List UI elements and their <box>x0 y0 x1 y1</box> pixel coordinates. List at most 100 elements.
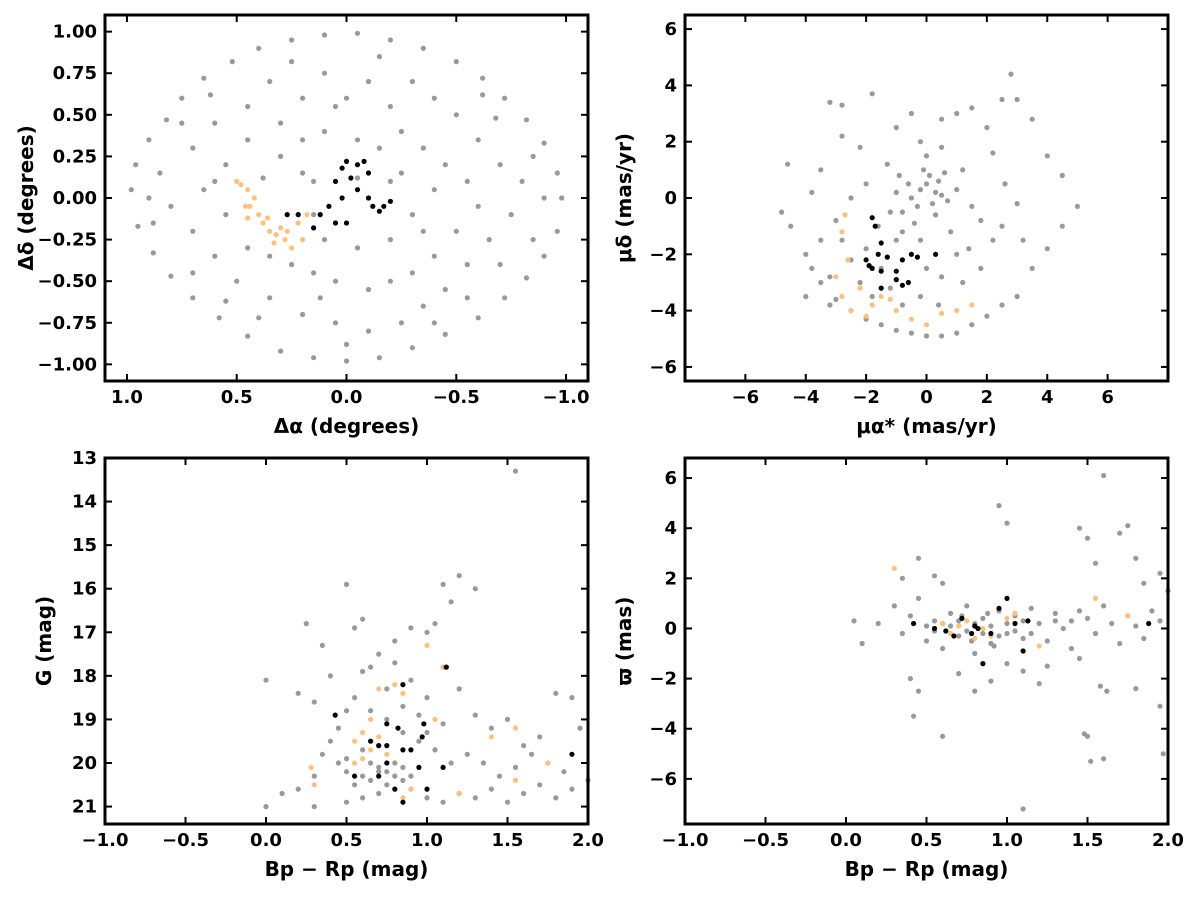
data-point <box>1029 265 1035 271</box>
data-point <box>245 333 251 339</box>
data-point <box>279 790 285 797</box>
data-point <box>991 643 997 649</box>
data-point <box>376 773 382 779</box>
data-point <box>398 320 404 326</box>
data-point <box>376 145 382 151</box>
data-point <box>308 764 314 771</box>
data-point <box>354 30 361 36</box>
data-point <box>384 760 390 766</box>
data-point <box>365 170 372 176</box>
data-point <box>223 212 229 218</box>
y-tick-label: 2 <box>664 132 677 153</box>
data-point <box>319 642 325 649</box>
data-point <box>420 303 426 309</box>
data-point <box>245 245 251 251</box>
data-point <box>133 162 139 168</box>
data-point <box>908 110 915 117</box>
series-1 <box>833 212 975 328</box>
data-point <box>168 203 174 209</box>
data-point <box>931 573 938 579</box>
data-point <box>400 795 406 801</box>
data-point <box>869 293 875 300</box>
data-point <box>1092 595 1099 602</box>
data-point <box>289 245 295 251</box>
x-axis-label: Bp − Rp (mag) <box>845 857 1009 881</box>
data-point <box>996 605 1002 612</box>
data-point <box>352 738 358 744</box>
data-point <box>352 773 358 779</box>
y-tick-label: 0.75 <box>53 63 97 84</box>
data-point <box>321 70 328 76</box>
x-tick-label: 0.5 <box>911 830 943 851</box>
data-point <box>956 623 962 629</box>
y-tick-label: −2 <box>649 669 677 690</box>
data-point <box>1002 181 1008 187</box>
data-point <box>368 716 374 723</box>
data-point <box>1052 610 1058 617</box>
data-point <box>999 96 1005 103</box>
data-point <box>1025 618 1031 624</box>
data-point <box>964 628 970 634</box>
data-point <box>521 790 527 797</box>
data-point <box>969 203 975 209</box>
data-point <box>190 270 196 276</box>
data-point <box>475 137 481 143</box>
data-point <box>392 682 398 688</box>
y-tick-label: 1.00 <box>53 22 97 43</box>
data-point <box>420 228 426 234</box>
data-point <box>365 328 372 334</box>
data-point <box>327 673 333 679</box>
data-point <box>1117 640 1123 647</box>
data-point <box>245 137 251 143</box>
data-point <box>785 161 791 167</box>
data-point <box>917 139 924 145</box>
data-point <box>827 274 833 280</box>
data-point <box>984 313 990 319</box>
data-point <box>424 795 430 801</box>
data-point <box>464 178 470 184</box>
data-point <box>996 503 1002 509</box>
x-tick-label: 1.5 <box>1072 830 1104 851</box>
data-point <box>440 721 446 727</box>
data-point <box>146 195 152 201</box>
data-point <box>354 187 361 193</box>
data-point <box>190 228 196 234</box>
data-point <box>923 265 930 271</box>
data-point <box>1104 688 1110 694</box>
data-point <box>917 237 924 243</box>
x-axis-label: μα* (mas/yr) <box>856 414 997 438</box>
data-point <box>1088 758 1094 764</box>
data-point <box>321 237 328 243</box>
data-point <box>360 756 366 762</box>
data-point <box>408 625 414 631</box>
x-tick-label: 2.0 <box>1152 830 1184 851</box>
data-point <box>267 295 273 301</box>
data-point <box>284 228 290 234</box>
panel-pm: −6 −4 −2 0 2 4 6 −6 −4 −2 0 2 4 6 μα* (mas/yr) μδ (mas/… <box>612 13 1170 438</box>
data-point <box>972 635 978 642</box>
data-point <box>502 295 508 301</box>
data-point <box>311 270 317 276</box>
y-tick-label: −1.00 <box>38 354 98 375</box>
data-point <box>923 333 930 339</box>
data-point <box>1020 618 1026 624</box>
data-point <box>891 565 897 571</box>
data-point <box>398 128 404 135</box>
data-point <box>845 257 851 263</box>
data-point <box>899 209 906 215</box>
y-tick-label: −4 <box>649 719 677 740</box>
data-point <box>923 181 930 187</box>
data-point <box>408 786 414 792</box>
data-point <box>561 769 567 775</box>
data-point <box>905 181 912 187</box>
data-point <box>920 167 927 173</box>
y-tick-label: 4 <box>664 518 677 539</box>
data-point <box>1028 605 1034 612</box>
data-point <box>859 640 865 647</box>
data-point <box>295 220 301 226</box>
data-point <box>282 237 288 243</box>
y-tick-label: 2 <box>664 568 677 589</box>
data-point <box>488 786 494 792</box>
data-point <box>842 212 848 218</box>
data-point <box>256 315 262 321</box>
